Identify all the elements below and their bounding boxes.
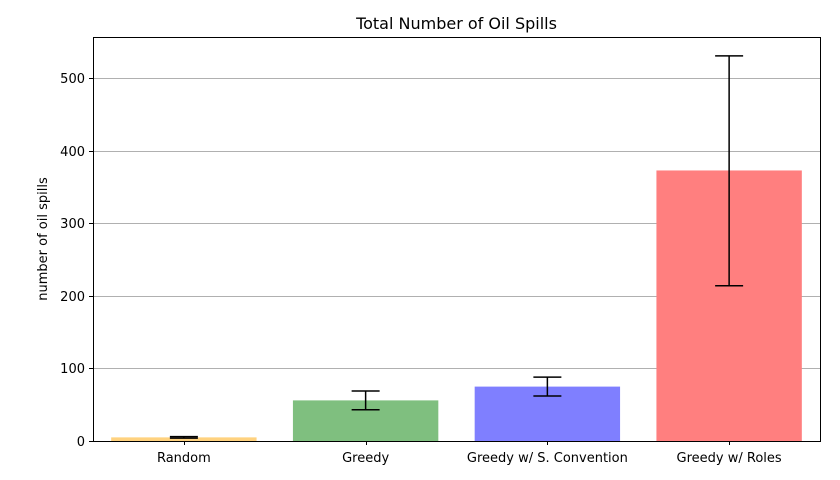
y-tick-label: 300 xyxy=(60,217,85,232)
bar-random xyxy=(111,437,257,441)
y-axis-label: number of oil spills xyxy=(36,177,51,301)
plot-frame xyxy=(93,37,821,442)
error-bar xyxy=(169,435,198,439)
bars xyxy=(111,170,802,441)
y-axis-ticks: 0 100 200 300 400 500 xyxy=(60,72,93,450)
error-bar xyxy=(715,55,744,287)
y-tick-label: 200 xyxy=(60,290,85,305)
error-bar xyxy=(533,376,562,397)
y-tick-label: 400 xyxy=(60,145,85,160)
error-bars xyxy=(169,55,744,439)
x-tick-label: Greedy xyxy=(342,451,389,466)
x-axis-ticks: Random Greedy Greedy w/ S. Convention Greed… xyxy=(157,441,782,466)
y-tick-label: 0 xyxy=(77,435,85,450)
y-tick-label: 500 xyxy=(60,72,85,87)
x-tick-label: Greedy w/ Roles xyxy=(677,451,782,466)
x-tick-label: Random xyxy=(157,451,211,466)
error-bar xyxy=(351,390,380,411)
chart-title: Total Number of Oil Spills xyxy=(355,14,557,33)
x-tick-label: Greedy w/ S. Convention xyxy=(467,451,628,466)
y-tick-label: 100 xyxy=(60,362,85,377)
